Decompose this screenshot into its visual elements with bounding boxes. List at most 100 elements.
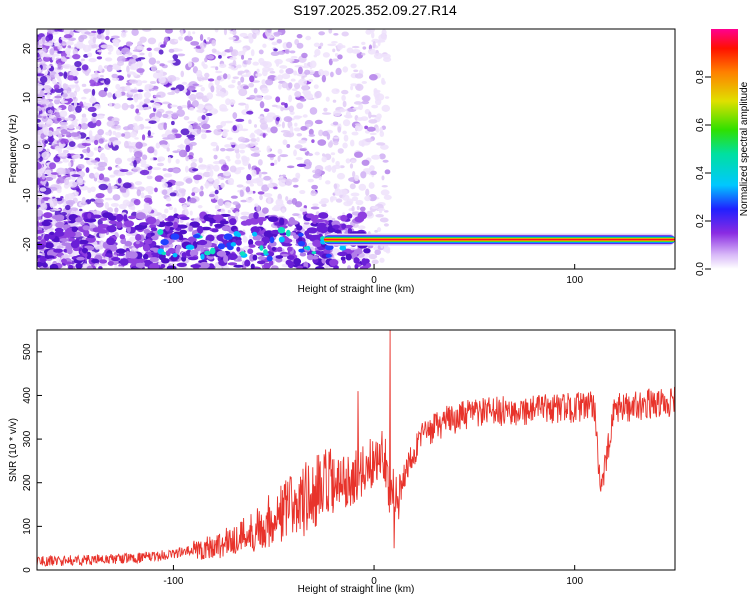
spectral-blob xyxy=(142,253,149,260)
spectral-blob xyxy=(105,29,110,36)
spectral-blob xyxy=(216,75,222,81)
spectral-blob xyxy=(175,244,182,250)
spectral-blob xyxy=(254,129,263,135)
spectral-blob xyxy=(193,188,202,193)
spectral-blob xyxy=(164,221,174,227)
spectral-blob xyxy=(93,210,102,216)
spectral-blob xyxy=(181,104,188,108)
spectral-blob xyxy=(227,262,238,266)
spectral-blob xyxy=(281,208,286,214)
spectral-blob xyxy=(125,41,133,47)
spectral-blob xyxy=(129,131,138,138)
spectral-blob xyxy=(164,208,169,214)
spectral-blob xyxy=(43,54,53,58)
spectral-blob xyxy=(223,73,228,80)
spectral-blob xyxy=(37,142,41,150)
spectral-blob xyxy=(341,45,346,49)
spectral-blob xyxy=(112,38,117,47)
spectral-blob xyxy=(94,172,100,179)
spectral-blob xyxy=(54,145,61,151)
spectral-blob xyxy=(66,248,73,255)
spectral-blob xyxy=(197,205,203,209)
spectral-blob xyxy=(229,30,234,34)
spectral-blob xyxy=(114,90,122,98)
spectral-blob xyxy=(351,131,359,136)
spectral-blob xyxy=(289,125,294,134)
spectral-blob xyxy=(279,217,285,226)
spectral-blob xyxy=(201,133,207,140)
spectral-blob xyxy=(280,130,290,133)
spectral-blob xyxy=(238,102,247,106)
spectral-blob xyxy=(59,238,69,242)
spectral-blob xyxy=(131,156,135,162)
spectral-blob xyxy=(286,165,295,169)
spectral-blob xyxy=(344,115,353,119)
spectral-blob xyxy=(120,133,126,137)
spectral-blob xyxy=(229,218,237,226)
spectral-blob xyxy=(45,65,51,69)
spectral-blob xyxy=(229,46,234,53)
spectral-blob xyxy=(281,121,285,129)
spectral-blob xyxy=(322,153,326,157)
spectral-blob xyxy=(156,162,165,167)
page-title: S197.2025.352.09.27.R14 xyxy=(293,2,457,18)
spectral-blob xyxy=(318,200,327,205)
spectral-blob xyxy=(235,239,242,246)
spectral-blob xyxy=(37,216,42,220)
spectral-blob xyxy=(162,101,170,105)
spectral-blob xyxy=(212,181,219,188)
spectral-blob xyxy=(262,43,267,49)
spectral-blob xyxy=(237,143,247,149)
spectral-blob xyxy=(97,64,103,73)
spectral-blob xyxy=(373,52,384,60)
spectral-blob xyxy=(172,150,180,154)
spectral-blob xyxy=(139,36,147,43)
spectral-blob xyxy=(108,182,112,190)
spectral-blob xyxy=(248,238,254,246)
spectral-blob xyxy=(368,194,377,202)
spectral-blob xyxy=(368,111,372,119)
spectral-blob xyxy=(123,140,129,149)
spectral-blob xyxy=(75,217,83,223)
spectral-blob xyxy=(240,199,248,203)
spectral-blob xyxy=(46,130,54,137)
spectral-hotspot xyxy=(298,232,304,237)
spectral-blob xyxy=(181,252,187,258)
spectral-blob xyxy=(241,54,245,60)
spectral-blob xyxy=(37,53,40,58)
spectral-blob xyxy=(322,52,330,58)
spectral-blob xyxy=(179,216,190,221)
spectrogram-y-label: Frequency (Hz) xyxy=(8,115,19,184)
spectral-blob xyxy=(175,158,180,164)
spectral-blob xyxy=(106,225,117,233)
spectral-blob xyxy=(376,142,386,146)
spectral-blob xyxy=(75,105,82,113)
spectral-blob xyxy=(298,78,308,86)
spectral-blob xyxy=(220,182,225,189)
spectral-blob xyxy=(104,253,113,258)
spectral-blob xyxy=(381,29,387,36)
spectral-blob xyxy=(237,70,246,74)
spectral-blob xyxy=(229,165,237,173)
spectral-blob xyxy=(60,124,68,130)
spectral-blob xyxy=(334,229,342,234)
spectral-blob xyxy=(37,162,42,170)
spectral-blob xyxy=(270,162,275,166)
spectral-blob xyxy=(63,71,68,79)
spectral-blob xyxy=(281,73,291,80)
spectral-blob xyxy=(190,158,198,162)
spectral-blob xyxy=(180,128,190,136)
spectral-blob xyxy=(209,169,214,178)
spectral-blob xyxy=(187,85,196,91)
spectral-blob xyxy=(218,54,222,59)
spectral-blob xyxy=(367,244,374,249)
spectral-blob xyxy=(270,126,278,134)
spectral-blob xyxy=(71,155,79,160)
spectral-blob xyxy=(261,207,269,214)
spectral-blob xyxy=(239,149,246,154)
spectral-blob xyxy=(365,188,370,197)
spectral-blob xyxy=(157,156,166,162)
spectral-blob xyxy=(230,207,235,210)
spectral-blob xyxy=(111,77,120,81)
spectral-blob xyxy=(75,210,80,217)
